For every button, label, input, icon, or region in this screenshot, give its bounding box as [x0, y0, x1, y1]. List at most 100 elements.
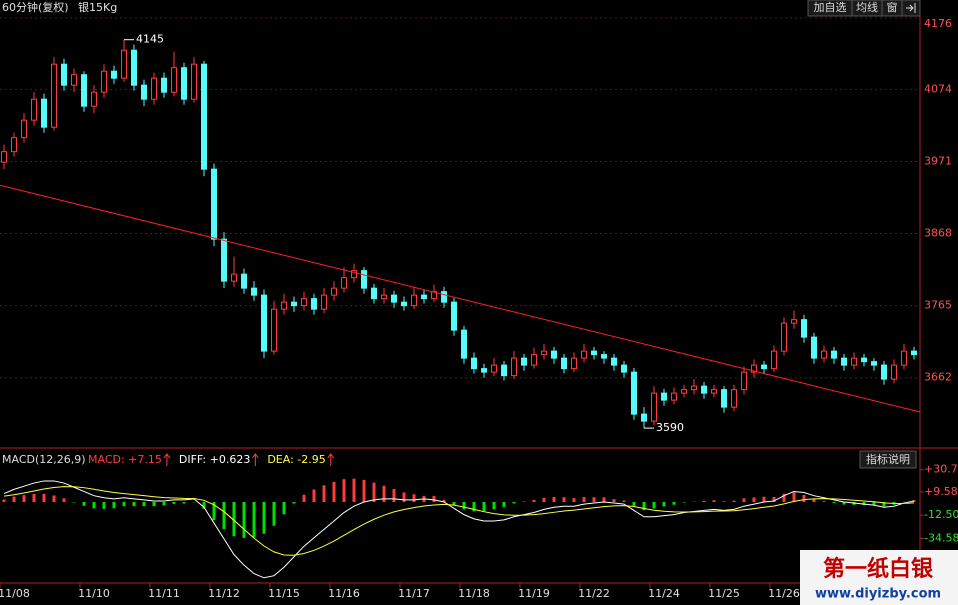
candle-body [231, 273, 237, 282]
y-tick-label: 4176 [924, 17, 952, 30]
candle-body [451, 301, 457, 331]
y-tick-label: 3662 [924, 371, 952, 384]
y-tick-label: -12.50 [924, 508, 958, 521]
macd-title: MACD(12,26,9) [2, 453, 86, 466]
candle-body [701, 385, 707, 394]
candle-body [481, 368, 487, 373]
candle-body [641, 413, 647, 422]
candle-body [551, 350, 557, 359]
candle-body [241, 273, 247, 289]
candle-body [861, 357, 867, 363]
candle-body [141, 84, 147, 100]
button[interactable]: 均线 [856, 0, 878, 14]
x-tick-label: 11/19 [518, 587, 550, 600]
indicator-button-frame[interactable] [859, 450, 917, 469]
candle-body [771, 350, 777, 370]
candle-body [291, 301, 297, 307]
candle-body [791, 319, 797, 324]
x-tick-label: 11/26 [768, 587, 800, 600]
trend-line [0, 184, 921, 413]
candle-body [721, 389, 727, 408]
candle-body [601, 354, 607, 359]
watermark-title: 第一纸白银 [823, 556, 934, 582]
candle-body [401, 301, 407, 307]
y-tick-label: +30.71 [924, 463, 958, 476]
legend-arrow [163, 453, 171, 466]
min-label: 3590 [656, 421, 684, 434]
legend-entry: DEA: -2.95 [267, 453, 325, 466]
button[interactable]: 窗 [887, 0, 898, 14]
candle-body [321, 294, 327, 310]
candle-body [101, 70, 107, 93]
candle-body [881, 364, 887, 380]
watermark-box [800, 550, 958, 605]
legend-entry: MACD: +7.15 [88, 453, 162, 466]
candle-body [781, 322, 787, 352]
candle-body [81, 74, 87, 107]
candle-body [411, 294, 417, 307]
candle-body [691, 385, 697, 391]
candle-body [631, 371, 637, 415]
candle-body [821, 350, 827, 359]
indicator-button[interactable]: 指标说明 [866, 452, 910, 466]
y-tick-label: -34.58 [924, 531, 958, 544]
x-tick-label: 11/11 [148, 587, 180, 600]
candle-body [571, 357, 577, 370]
candle-body [561, 357, 567, 370]
candle-body [381, 294, 387, 300]
candle-body [681, 389, 687, 394]
candle-body [21, 119, 27, 139]
candle-body [111, 70, 117, 79]
watermark-url: www.diyizby.com [815, 587, 941, 602]
candle-body [331, 287, 337, 296]
candle-body [531, 354, 537, 366]
candle-body [811, 336, 817, 359]
x-tick-label: 11/16 [328, 587, 360, 600]
candle-body [41, 98, 47, 128]
legend-entry: DIFF: +0.623 [179, 453, 250, 466]
y-tick-label: +9.58 [924, 485, 958, 498]
candle-body [351, 270, 357, 279]
symbol: 银15Kg [78, 0, 117, 14]
candle-body [441, 291, 447, 303]
candle-body [731, 389, 737, 408]
candle-body [11, 137, 17, 153]
candle-body [831, 350, 837, 359]
candle-body [391, 294, 397, 303]
candle-body [521, 357, 527, 366]
y-tick-label: 4074 [924, 82, 952, 95]
x-tick-label: 11/12 [208, 587, 240, 600]
candle-body [891, 364, 897, 380]
candle-body [841, 357, 847, 366]
candle-body [671, 392, 677, 401]
candle-body [131, 49, 137, 86]
candle-body [161, 77, 167, 93]
candle-body [431, 291, 437, 300]
candle-body [461, 329, 467, 359]
candle-body [1, 151, 7, 163]
button[interactable]: 加自选 [814, 1, 847, 14]
exit-icon [906, 3, 916, 13]
candle-body [371, 287, 377, 300]
candle-body [301, 298, 307, 307]
candle-body [121, 49, 127, 79]
candle-body [51, 63, 57, 128]
candle-body [421, 294, 427, 300]
candle-body [651, 392, 657, 422]
candle-body [361, 270, 367, 289]
candle-body [471, 357, 477, 370]
candle-body [221, 238, 227, 282]
dea-line [3, 486, 915, 556]
candle-body [851, 357, 857, 366]
candle-body [191, 63, 197, 100]
legend-arrow [251, 453, 259, 466]
candle-body [711, 389, 717, 394]
candle-body [281, 301, 287, 310]
max-label: 4145 [136, 33, 164, 46]
x-tick-label: 11/22 [578, 587, 610, 600]
candle-body [91, 91, 97, 107]
candle-body [751, 364, 757, 373]
